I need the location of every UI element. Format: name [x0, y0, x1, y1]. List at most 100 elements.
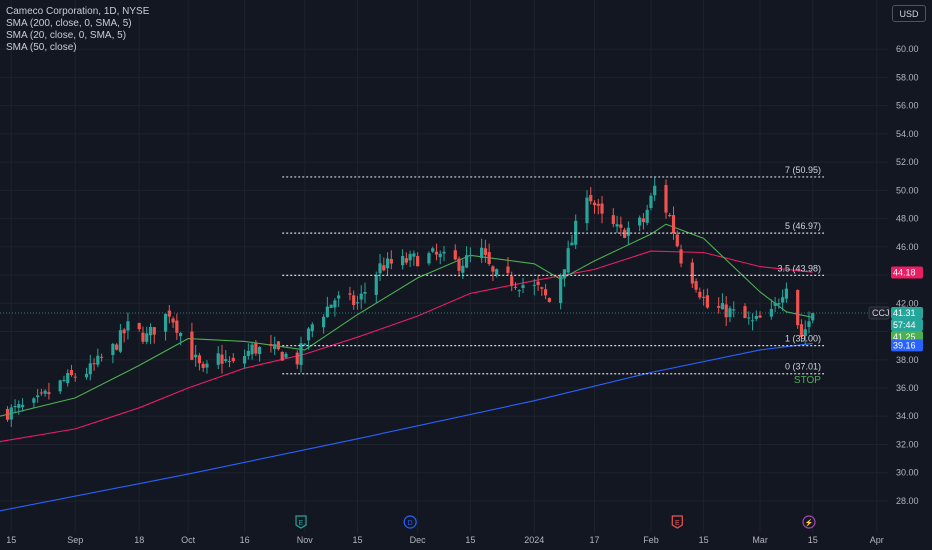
currency-button[interactable]: USD: [892, 5, 926, 22]
candle-body[interactable]: [732, 309, 736, 311]
candle-body[interactable]: [310, 324, 314, 332]
candle-body[interactable]: [453, 250, 457, 260]
candle-body[interactable]: [355, 302, 360, 304]
candle-body[interactable]: [163, 313, 168, 332]
candle-body[interactable]: [626, 227, 630, 236]
candle-body[interactable]: [242, 356, 247, 364]
candle-body[interactable]: [495, 269, 499, 275]
candle-body[interactable]: [717, 305, 721, 308]
candle-body[interactable]: [88, 363, 92, 375]
candle-body[interactable]: [401, 255, 405, 266]
candle-body[interactable]: [653, 185, 657, 196]
event-markers[interactable]: E D E ⚡: [295, 515, 816, 529]
candle-body[interactable]: [382, 265, 386, 271]
candle-body[interactable]: [641, 218, 646, 223]
candle-body[interactable]: [491, 266, 495, 272]
candle-body[interactable]: [562, 269, 567, 279]
sma200-legend[interactable]: SMA (200, close, 0, SMA, 5): [6, 18, 132, 29]
candle-body[interactable]: [596, 203, 600, 206]
candle-body[interactable]: [705, 295, 709, 308]
candle-body[interactable]: [690, 262, 694, 284]
candle-body[interactable]: [374, 274, 378, 295]
candle-body[interactable]: [611, 215, 615, 225]
candle-body[interactable]: [17, 404, 21, 408]
candle-body[interactable]: [404, 258, 408, 263]
candle-body[interactable]: [325, 306, 329, 318]
candle-body[interactable]: [600, 203, 604, 214]
symbol-title[interactable]: Cameco Corporation, 1D, NYSE: [6, 6, 150, 17]
candle-body[interactable]: [115, 344, 119, 350]
candle-body[interactable]: [728, 308, 732, 317]
candle-body[interactable]: [679, 249, 683, 264]
candle-body[interactable]: [205, 363, 209, 368]
candle-body[interactable]: [408, 253, 412, 261]
candle-body[interactable]: [92, 363, 96, 365]
candle-body[interactable]: [337, 295, 341, 299]
candle-body[interactable]: [649, 195, 653, 208]
candle-body[interactable]: [141, 332, 145, 342]
candle-body[interactable]: [724, 304, 728, 318]
candle-body[interactable]: [171, 318, 175, 323]
candle-body[interactable]: [43, 390, 47, 394]
candle-body[interactable]: [194, 354, 198, 358]
candle-body[interactable]: [32, 398, 36, 403]
candle-body[interactable]: [167, 310, 171, 317]
candle-body[interactable]: [299, 343, 303, 365]
candle-body[interactable]: [84, 373, 89, 378]
earnings-icon[interactable]: [295, 515, 307, 529]
candles[interactable]: [5, 176, 815, 427]
candle-body[interactable]: [258, 346, 262, 355]
candle-body[interactable]: [773, 302, 777, 306]
candle-body[interactable]: [480, 247, 484, 258]
candle-body[interactable]: [9, 407, 13, 420]
candle-body[interactable]: [216, 353, 220, 365]
candle-body[interactable]: [348, 293, 352, 295]
candle-body[interactable]: [532, 284, 536, 286]
candle-body[interactable]: [389, 258, 393, 264]
candle-body[interactable]: [811, 313, 815, 321]
candle-body[interactable]: [743, 306, 747, 319]
candle-body[interactable]: [487, 252, 491, 265]
candle-body[interactable]: [352, 295, 356, 305]
candle-body[interactable]: [781, 297, 785, 303]
candle-body[interactable]: [702, 296, 706, 298]
candle-body[interactable]: [698, 291, 702, 298]
candle-body[interactable]: [145, 333, 149, 342]
sma20-legend[interactable]: SMA (20, close, 0, SMA, 5): [6, 30, 127, 41]
candle-body[interactable]: [468, 255, 472, 257]
candle-body[interactable]: [536, 281, 540, 285]
candle-body[interactable]: [664, 185, 668, 213]
candle-body[interactable]: [747, 317, 751, 319]
candle-body[interactable]: [13, 406, 17, 408]
candle-body[interactable]: [570, 242, 574, 246]
fib-levels[interactable]: 7 (50.95) 5 (46.97) 3.5 (43.98) 1 (39.00) 0 …: [282, 165, 825, 386]
candle-body[interactable]: [175, 320, 179, 333]
candle-body[interactable]: [547, 298, 551, 302]
candle-body[interactable]: [246, 350, 250, 357]
candle-body[interactable]: [645, 209, 649, 223]
candle-body[interactable]: [284, 353, 288, 358]
candle-body[interactable]: [227, 361, 232, 363]
candle-body[interactable]: [592, 202, 597, 206]
candle-body[interactable]: [250, 344, 254, 355]
candle-body[interactable]: [190, 331, 194, 360]
candle-body[interactable]: [99, 356, 104, 358]
candle-body[interactable]: [179, 332, 183, 337]
candle-body[interactable]: [720, 303, 725, 310]
candle-body[interactable]: [47, 392, 51, 395]
candle-body[interactable]: [111, 343, 115, 356]
candle-body[interactable]: [784, 288, 789, 299]
candle-body[interactable]: [416, 256, 420, 267]
candle-body[interactable]: [269, 344, 273, 346]
candle-body[interactable]: [276, 341, 281, 350]
candle-body[interactable]: [694, 281, 698, 290]
candle-body[interactable]: [803, 329, 807, 336]
candle-body[interactable]: [566, 248, 570, 273]
candle-body[interactable]: [36, 395, 40, 398]
candle-body[interactable]: [385, 258, 390, 269]
earnings-icon[interactable]: [671, 515, 683, 529]
candle-body[interactable]: [675, 234, 679, 247]
candle-body[interactable]: [457, 258, 461, 271]
candle-body[interactable]: [483, 248, 487, 255]
candle-body[interactable]: [137, 322, 141, 330]
